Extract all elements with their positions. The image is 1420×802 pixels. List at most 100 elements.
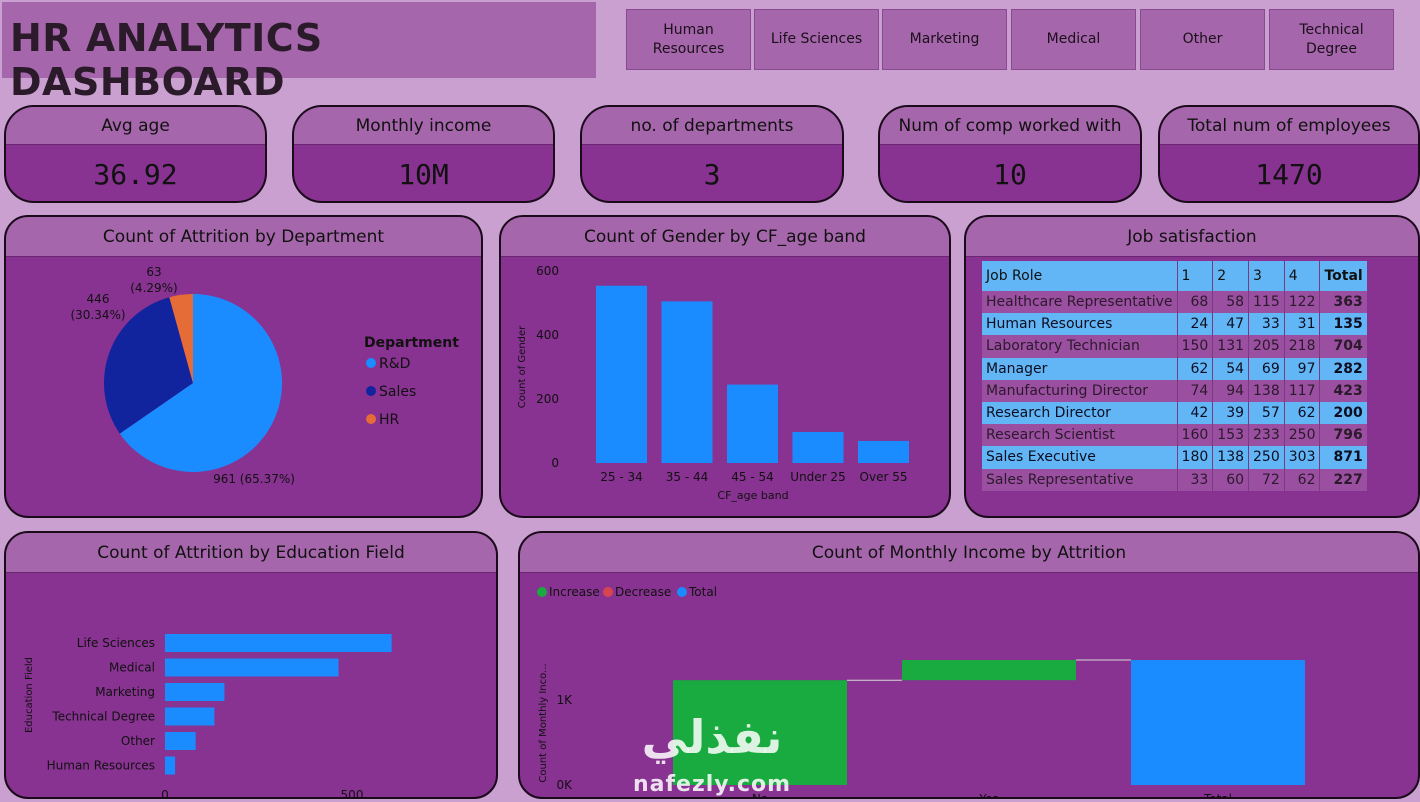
total-cell: 871 [1319, 446, 1367, 469]
legend-item: Total [688, 585, 717, 599]
column-header[interactable]: 2 [1212, 261, 1249, 291]
chart-title: Count of Attrition by Education Field [6, 533, 496, 573]
column-header[interactable]: 1 [1176, 261, 1213, 291]
bar [596, 285, 647, 463]
slicer-medical[interactable]: Medical [1011, 9, 1136, 70]
y-tick-label: Other [121, 734, 155, 748]
value-cell: 233 [1248, 424, 1285, 447]
y-tick-label: 0 [551, 456, 559, 470]
value-cell: 47 [1212, 313, 1249, 336]
value-cell: 58 [1212, 291, 1249, 314]
waterfall-bar [902, 660, 1076, 681]
slicer-life-sciences[interactable]: Life Sciences [754, 9, 879, 70]
value-cell: 33 [1248, 313, 1285, 336]
x-tick-label: 25 - 34 [600, 470, 643, 484]
value-cell: 74 [1176, 379, 1213, 402]
table-row[interactable]: Sales Representative 33 60 72 62 227 [982, 468, 1367, 491]
value-cell: 57 [1248, 401, 1285, 425]
bar [165, 634, 392, 652]
chart-title: Count of Gender by CF_age band [501, 217, 949, 257]
column-header[interactable]: 4 [1283, 261, 1320, 291]
job-role-cell: Research Director [982, 401, 1178, 425]
legend-item: Decrease [615, 585, 671, 599]
table-row[interactable]: Manufacturing Director 74 94 138 117 423 [982, 379, 1367, 402]
table-title: Job satisfaction [966, 217, 1418, 257]
x-tick-label: Over 55 [860, 470, 908, 484]
kpi-value: 1470 [1255, 157, 1323, 191]
value-cell: 218 [1283, 335, 1320, 358]
slicer-marketing[interactable]: Marketing [882, 9, 1007, 70]
kpi-card-departments[interactable]: no. of departments 3 [580, 105, 844, 203]
table-header-row: Job Role 1 2 3 4 Total [982, 261, 1367, 291]
value-cell: 303 [1283, 446, 1320, 469]
column-header[interactable]: Job Role [982, 261, 1178, 291]
bar [858, 440, 909, 463]
slicer-technical-degree[interactable]: Technical Degree [1269, 9, 1394, 70]
slicer-other[interactable]: Other [1140, 9, 1265, 70]
monthly-income-waterfall-chart: IncreaseDecreaseTotal0K1KNoYesTotalAttri… [537, 585, 1305, 799]
value-cell: 180 [1176, 446, 1213, 469]
pie-slice-sales [104, 297, 193, 434]
legend-marker [366, 358, 376, 368]
kpi-card-total-employees[interactable]: Total num of employees 1470 [1158, 105, 1420, 203]
monthly-income-chart-panel[interactable]: Count of Monthly Income by Attrition Inc… [518, 531, 1420, 799]
table-row[interactable]: Sales Executive 180 138 250 303 871 [982, 446, 1367, 469]
chart-title: Count of Attrition by Department [6, 217, 481, 257]
kpi-value: 10 [993, 157, 1027, 191]
x-tick-label: 500 [341, 788, 364, 799]
table-row[interactable]: Healthcare Representative 68 58 115 122 363 [982, 291, 1367, 314]
dashboard-title: HR ANALYTICS DASHBOARD [10, 16, 323, 104]
table-row[interactable]: Laboratory Technician 150 131 205 218 704 [982, 335, 1367, 358]
pie-chart-panel[interactable]: Count of Attrition by Department 961 (65… [4, 215, 483, 518]
value-cell: 62 [1176, 357, 1213, 380]
y-axis-title: Count of Gender [517, 325, 528, 408]
column-header[interactable]: Total [1319, 261, 1367, 291]
value-cell: 250 [1283, 424, 1320, 447]
job-satisfaction-panel[interactable]: Job satisfaction Job Role 1 2 3 4 Total … [964, 215, 1420, 518]
bar [165, 707, 215, 726]
value-cell: 60 [1212, 468, 1249, 491]
y-tick-label: Human Resources [47, 759, 155, 773]
pie-chart: 961 (65.37%) 446 (30.34%) 63 (4.29%) Departme… [70, 265, 459, 486]
pie-data-label: (30.34%) [70, 308, 125, 322]
bar [165, 732, 196, 750]
column-header[interactable]: 3 [1248, 261, 1285, 291]
kpi-card-monthly-income[interactable]: Monthly income 10M [292, 105, 555, 203]
table-row[interactable]: Research Director 42 39 57 62 200 [982, 401, 1367, 425]
value-cell: 97 [1283, 357, 1320, 380]
y-tick-label: Marketing [95, 685, 155, 699]
kpi-card-companies-worked[interactable]: Num of comp worked with 10 [878, 105, 1142, 203]
legend-title: Department [364, 335, 459, 351]
bar [727, 384, 778, 463]
kpi-card-avg-age[interactable]: Avg age 36.92 [4, 105, 267, 203]
x-tick-label: Under 25 [790, 470, 845, 484]
y-tick-label: 0K [556, 778, 573, 792]
value-cell: 42 [1176, 401, 1213, 425]
pie-data-label: 961 (65.37%) [213, 472, 295, 486]
education-field-chart-panel[interactable]: Count of Attrition by Education Field Li… [4, 531, 498, 799]
slicer-human-resources[interactable]: Human Resources [626, 9, 751, 70]
pie-slice-hr [169, 294, 193, 383]
value-cell: 122 [1283, 291, 1320, 314]
pie-slice-rd [119, 294, 283, 472]
x-tick-label: 45 - 54 [731, 470, 774, 484]
job-role-cell: Sales Representative [982, 468, 1178, 491]
legend-marker [366, 414, 376, 424]
kpi-label: Total num of employees [1160, 107, 1418, 145]
value-cell: 250 [1248, 446, 1285, 469]
age-band-chart-panel[interactable]: Count of Gender by CF_age band 0 200 400 60… [499, 215, 951, 518]
kpi-value: 36.92 [93, 157, 178, 191]
value-cell: 205 [1248, 335, 1285, 358]
table-row[interactable]: Human Resources 24 47 33 31 135 [982, 313, 1367, 336]
job-role-cell: Healthcare Representative [982, 291, 1178, 314]
value-cell: 33 [1176, 468, 1213, 491]
table-row[interactable]: Research Scientist 160 153 233 250 796 [982, 424, 1367, 447]
legend-item: Sales [379, 384, 416, 400]
x-tick-label: Total [1203, 792, 1232, 799]
table-row[interactable]: Manager 62 54 69 97 282 [982, 357, 1367, 380]
kpi-value: 3 [703, 157, 721, 191]
kpi-label: Avg age [6, 107, 265, 145]
x-tick-label: No [752, 792, 768, 799]
total-cell: 135 [1319, 313, 1367, 336]
job-role-cell: Manufacturing Director [982, 379, 1178, 402]
